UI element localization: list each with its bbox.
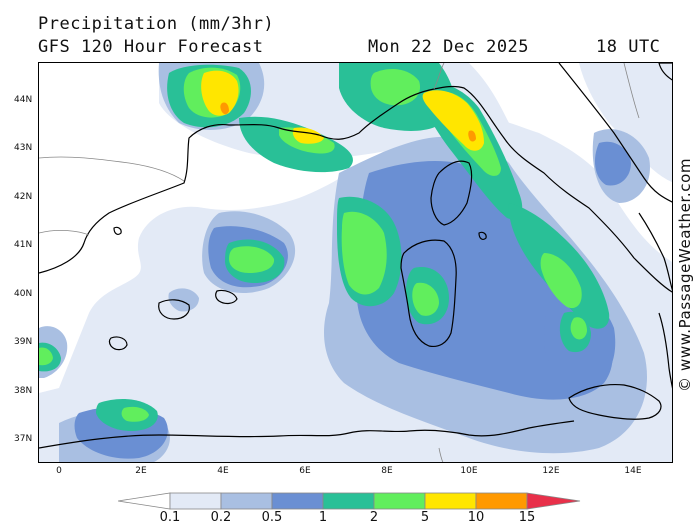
legend-tick: 1 bbox=[318, 510, 328, 525]
legend-swatch bbox=[424, 492, 477, 510]
forecast-time: 18 UTC bbox=[596, 37, 661, 57]
country-borders bbox=[39, 63, 640, 462]
lon-label: 2E bbox=[135, 466, 147, 476]
credit-text: © www.PassageWeather.com bbox=[676, 157, 694, 392]
legend-tick: 10 bbox=[467, 510, 485, 525]
chart-title: Precipitation (mm/3hr) bbox=[38, 14, 275, 34]
lat-label: 40N bbox=[14, 289, 33, 299]
precip-layer-15 bbox=[220, 102, 476, 142]
lon-label: 14E bbox=[624, 466, 642, 476]
lat-label: 37N bbox=[14, 434, 33, 444]
lat-label: 44N bbox=[14, 95, 33, 105]
precipitation-map bbox=[38, 62, 673, 463]
legend-tick: 0.2 bbox=[210, 510, 232, 525]
legend-swatch bbox=[475, 492, 528, 510]
legend-swatch bbox=[169, 492, 222, 510]
coastlines bbox=[39, 63, 672, 449]
lon-label: 8E bbox=[381, 466, 393, 476]
legend-tick: 5 bbox=[420, 510, 430, 525]
lat-label: 39N bbox=[14, 337, 33, 347]
legend-swatch bbox=[322, 492, 375, 510]
lat-label: 43N bbox=[14, 143, 33, 153]
model-label: GFS 120 Hour Forecast bbox=[38, 37, 264, 57]
legend-swatch bbox=[220, 492, 273, 510]
legend-swatch bbox=[118, 492, 171, 510]
lat-label: 41N bbox=[14, 240, 33, 250]
legend-swatch bbox=[271, 492, 324, 510]
color-legend bbox=[118, 492, 581, 510]
lat-label: 38N bbox=[14, 386, 33, 396]
legend-tick: 0.5 bbox=[261, 510, 283, 525]
legend-tick: 15 bbox=[518, 510, 536, 525]
lon-label: 12E bbox=[542, 466, 560, 476]
lon-label: 0 bbox=[56, 466, 62, 476]
forecast-date: Mon 22 Dec 2025 bbox=[368, 37, 530, 57]
lon-label: 4E bbox=[217, 466, 229, 476]
legend-tick: 0.1 bbox=[159, 510, 181, 525]
lat-label: 42N bbox=[14, 192, 33, 202]
lon-label: 6E bbox=[299, 466, 311, 476]
map-canvas bbox=[39, 63, 672, 462]
legend-swatch bbox=[526, 492, 581, 510]
legend-swatch bbox=[373, 492, 426, 510]
legend-tick: 2 bbox=[369, 510, 379, 525]
lon-label: 10E bbox=[460, 466, 478, 476]
